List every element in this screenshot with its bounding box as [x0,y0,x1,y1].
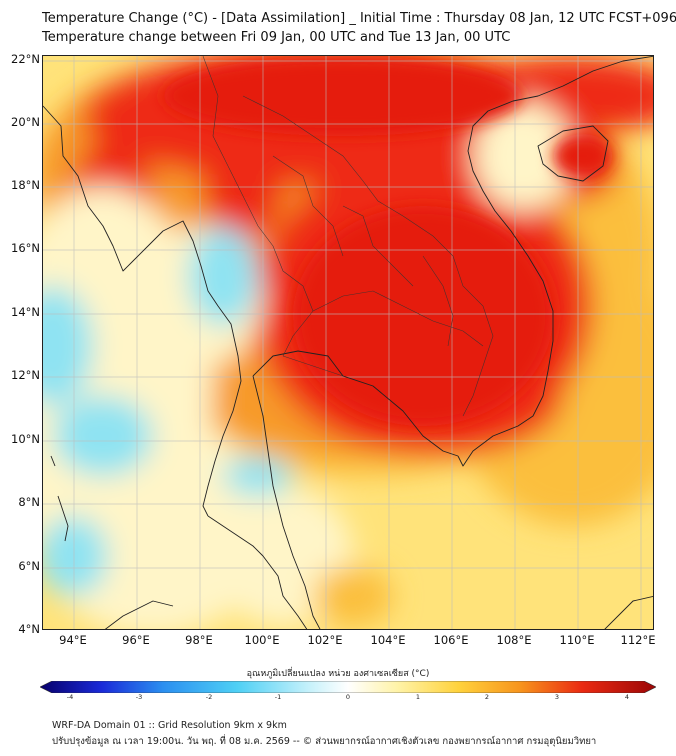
colorbar-tick-minus1: -1 [274,693,282,701]
country-borders [202,56,494,417]
colorbar-tick-2: 2 [484,693,490,701]
map-canvas [43,56,653,629]
lat-label-18n: 18°N [11,178,40,192]
lat-label-12n: 12°N [11,368,40,382]
lat-label-4n: 4°N [18,622,40,636]
lon-label-94e: 94°E [59,633,87,647]
colorbar-tick-minus4: -4 [66,693,74,701]
update-credit: ปรับปรุงข้อมูล ณ เวลา 19:00น. วัน พฤ. ที… [52,736,597,747]
lat-label-16n: 16°N [11,241,40,255]
lon-label-96e: 96°E [122,633,150,647]
colorbar-gradient [40,681,656,693]
lat-label-20n: 20°N [11,115,40,129]
colorbar-tick-4: 4 [624,693,630,701]
lon-label-112e: 112°E [620,633,656,647]
lon-label-110e: 110°E [559,633,595,647]
map-title: Temperature Change (°C) - [Data Assimila… [42,11,676,26]
colorbar-tick-3: 3 [554,693,560,701]
colorbar-tick-1: 1 [415,693,421,701]
lat-label-14n: 14°N [11,305,40,319]
lat-label-22n: 22°N [11,52,40,66]
colorbar-tick-0: 0 [345,693,351,701]
graticule [43,56,653,629]
colorbar-tick-minus2: -2 [205,693,213,701]
lon-label-106e: 106°E [433,633,469,647]
temperature-change-map [42,55,654,630]
lon-label-108e: 108°E [496,633,532,647]
coastlines [43,56,653,629]
lat-label-10n: 10°N [11,432,40,446]
colorbar [40,681,656,693]
lon-label-104e: 104°E [370,633,406,647]
colorbar-tick-minus3: -3 [135,693,143,701]
lon-label-98e: 98°E [185,633,213,647]
lat-label-8n: 8°N [18,495,40,509]
lon-label-100e: 100°E [244,633,280,647]
lon-label-102e: 102°E [307,633,343,647]
map-subtitle: Temperature change between Fri 09 Jan, 0… [42,30,511,45]
colorbar-label: อุณหภูมิเปลี่ยนแปลง หน่วย องศาเซลเซียส (… [246,669,430,679]
lat-label-6n: 6°N [18,559,40,573]
model-info: WRF-DA Domain 01 :: Grid Resolution 9km … [52,720,287,731]
